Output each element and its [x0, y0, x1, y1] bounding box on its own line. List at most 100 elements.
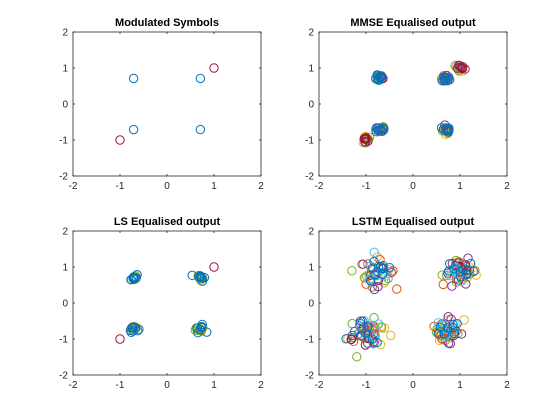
data-point [361, 133, 371, 144]
data-point [371, 127, 382, 137]
x-tick-label: -1 [362, 181, 371, 192]
data-point [363, 338, 373, 348]
data-point [380, 271, 391, 281]
y-tick-label: -2 [59, 371, 68, 382]
x-tick-label: 0 [410, 181, 416, 192]
data-point [369, 247, 379, 258]
subplot-2: -2 -1 0 1 2 -2 -1 0 1 2 MMSE Equalised output [305, 17, 510, 192]
chart-title: LSTM Equalised output [352, 216, 475, 228]
x-tick-label: 2 [504, 380, 510, 391]
x-tick-label: -1 [116, 380, 125, 391]
data-point [449, 328, 460, 339]
data-point [127, 323, 137, 333]
y-tick-label: 2 [308, 227, 314, 238]
data-point [444, 266, 454, 276]
marker-layer [115, 63, 219, 145]
data-point [369, 332, 380, 343]
marker-layer [341, 247, 481, 362]
data-point [380, 275, 391, 286]
x-tick-label: -2 [69, 181, 78, 192]
data-point [209, 262, 219, 272]
y-tick-label: -2 [59, 172, 68, 183]
data-point [377, 263, 387, 273]
data-point [445, 339, 456, 349]
data-point [378, 264, 388, 274]
x-tick-label: 0 [164, 181, 170, 192]
x-tick-label: -1 [362, 380, 371, 391]
x-tick-label: 2 [258, 380, 264, 391]
x-tick-label: 1 [211, 380, 217, 391]
data-point [209, 63, 219, 73]
data-point [355, 330, 366, 341]
data-point [132, 326, 143, 336]
x-tick-label: 0 [164, 380, 170, 391]
x-tick-label: 1 [457, 181, 463, 192]
data-point [363, 322, 373, 332]
data-point [363, 136, 373, 146]
data-point [464, 265, 475, 275]
subplot-3: -2 -1 0 1 2 -2 -1 0 1 2 LS Equalised output [59, 216, 264, 391]
axes-box [318, 230, 508, 376]
y-tick-label: 0 [308, 299, 314, 310]
x-tick-label: 2 [258, 181, 264, 192]
data-point [449, 264, 459, 274]
data-point [448, 322, 458, 333]
data-point [115, 135, 125, 145]
data-point [129, 274, 139, 284]
data-point [196, 272, 207, 283]
data-point [347, 266, 357, 276]
y-tick-label: -1 [59, 335, 68, 346]
data-point [360, 273, 370, 283]
y-tick-label: 2 [62, 28, 68, 39]
data-point [195, 124, 206, 135]
data-point [197, 276, 208, 286]
data-point [448, 319, 458, 330]
data-point [392, 284, 402, 294]
data-point [368, 263, 378, 273]
y-tick-label: 2 [62, 227, 68, 238]
axes-box [72, 230, 262, 376]
y-tick-label: 0 [62, 299, 68, 310]
data-point [128, 273, 138, 284]
data-point [374, 319, 384, 329]
data-point [386, 330, 396, 341]
data-point [439, 329, 450, 339]
chart-title: LS Equalised output [114, 216, 221, 228]
data-point [365, 276, 376, 286]
chart-title: MMSE Equalised output [350, 17, 476, 29]
chart-title: Modulated Symbols [115, 17, 219, 29]
data-point [369, 256, 379, 267]
data-point [465, 258, 476, 269]
y-tick-label: 1 [308, 64, 314, 75]
y-tick-label: 1 [62, 263, 68, 274]
y-tick-label: -2 [305, 371, 314, 382]
data-point [368, 339, 378, 349]
data-point [458, 62, 468, 72]
y-tick-label: -1 [59, 136, 68, 147]
data-point [195, 324, 205, 335]
data-point [463, 253, 473, 263]
data-point [341, 334, 351, 344]
data-point [376, 125, 386, 135]
data-point [370, 270, 380, 280]
y-tick-label: 1 [62, 64, 68, 75]
data-point [195, 73, 206, 84]
data-point [369, 284, 380, 295]
data-point [373, 125, 383, 135]
data-point [352, 352, 362, 362]
data-point [366, 270, 376, 280]
y-tick-label: 1 [308, 263, 314, 274]
subplot-4: -2 -1 0 1 2 -2 -1 0 1 2 LSTM Equalised output [305, 216, 510, 391]
data-point [357, 316, 368, 327]
x-tick-label: -1 [116, 181, 125, 192]
data-point [384, 262, 395, 273]
data-point [443, 311, 453, 322]
y-tick-label: 2 [308, 28, 314, 39]
data-point [440, 73, 450, 83]
data-point [128, 124, 139, 135]
data-point [372, 252, 382, 262]
data-point [388, 266, 398, 276]
y-tick-label: -2 [305, 172, 314, 183]
subplot-1: -2 -1 0 1 2 -2 -1 0 1 2 Modulated Symbols [59, 17, 264, 192]
data-point [115, 334, 125, 344]
